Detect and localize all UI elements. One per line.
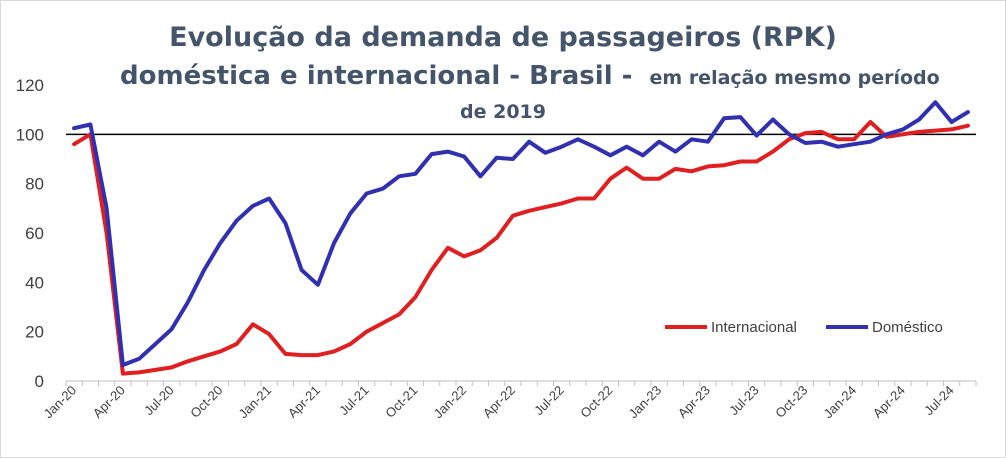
y-tick-label: 100 xyxy=(16,125,44,144)
legend: Internacional Doméstico xyxy=(665,319,943,336)
y-tick-label: 80 xyxy=(25,175,44,194)
y-tick-label: 20 xyxy=(25,323,44,342)
chart-title-line-2-group: doméstica e internacional - Brasil - em … xyxy=(120,61,940,91)
series-line-domestico xyxy=(72,100,970,367)
y-tick-label: 40 xyxy=(25,273,44,292)
chart-title-line-2-suffix: em relação mesmo período xyxy=(650,67,940,89)
chart-title-line-3: de 2019 xyxy=(460,101,546,123)
series-layer xyxy=(72,100,970,376)
legend-label-domestico: Doméstico xyxy=(872,319,943,336)
legend-label-internacional: Internacional xyxy=(711,319,797,336)
y-tick-label: 120 xyxy=(16,76,44,95)
chart-title-line-1: Evolução da demanda de passageiros (RPK) xyxy=(169,22,837,53)
y-tick-label: 0 xyxy=(35,372,44,391)
chart-title-line-2: doméstica e internacional - Brasil - xyxy=(120,61,632,91)
series-line-internacional xyxy=(72,120,970,376)
y-tick-label: 60 xyxy=(25,224,44,243)
